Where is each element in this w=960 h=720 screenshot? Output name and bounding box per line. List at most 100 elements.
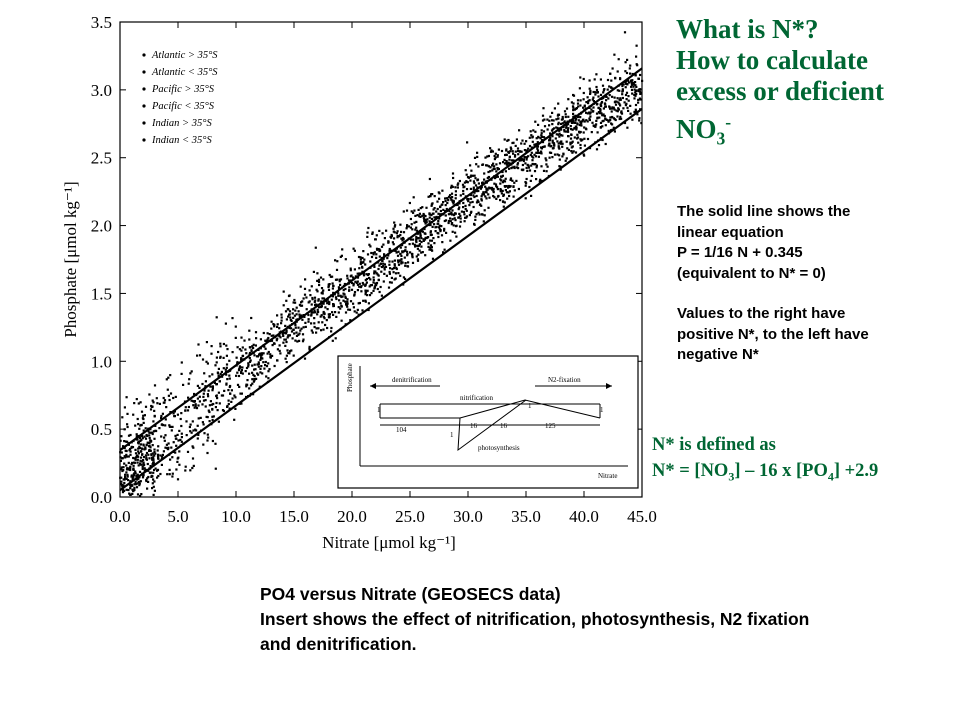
data-point — [362, 299, 365, 302]
data-point — [235, 374, 238, 377]
data-point — [308, 348, 311, 351]
data-point — [431, 193, 434, 196]
data-point — [202, 443, 205, 446]
data-point — [129, 433, 132, 437]
data-point — [366, 231, 369, 234]
data-point — [617, 108, 620, 111]
data-point — [120, 457, 124, 460]
data-point — [120, 468, 123, 471]
data-point — [623, 121, 627, 125]
data-point — [227, 402, 230, 406]
data-point — [632, 83, 635, 86]
legend-label: Atlantic > 35°S — [151, 50, 218, 61]
data-point — [628, 67, 631, 70]
data-point — [483, 178, 486, 181]
data-point — [294, 301, 297, 304]
data-point — [150, 453, 153, 456]
data-point — [139, 463, 142, 466]
data-point — [589, 112, 592, 115]
data-point — [481, 181, 484, 184]
data-point — [341, 295, 344, 298]
data-point — [442, 251, 445, 254]
data-point — [279, 352, 282, 355]
data-point — [430, 203, 433, 206]
data-point — [184, 409, 187, 412]
data-point — [579, 147, 582, 150]
data-point — [119, 451, 122, 454]
data-point — [618, 89, 621, 92]
data-point — [329, 275, 332, 278]
data-point — [440, 203, 443, 206]
data-point — [517, 149, 520, 153]
data-point — [394, 224, 397, 227]
data-point — [334, 296, 338, 299]
data-point — [120, 484, 123, 487]
data-point — [503, 201, 506, 204]
data-point — [370, 251, 373, 255]
data-point — [429, 239, 432, 242]
data-point — [342, 299, 345, 302]
data-point — [327, 283, 330, 286]
data-point — [611, 95, 614, 98]
data-point — [379, 249, 382, 252]
data-point — [132, 413, 135, 416]
data-point — [285, 329, 288, 332]
data-point — [313, 322, 316, 325]
data-point — [359, 261, 362, 264]
data-point — [166, 447, 169, 450]
data-point — [404, 249, 407, 252]
data-point — [400, 262, 403, 265]
data-point — [580, 122, 583, 125]
data-point — [558, 154, 561, 157]
data-point — [137, 440, 140, 443]
legend-marker — [142, 121, 146, 125]
data-point — [454, 225, 458, 228]
data-point — [572, 106, 575, 109]
data-point — [462, 192, 465, 195]
data-point — [579, 104, 582, 107]
data-point — [567, 135, 570, 138]
data-point — [339, 283, 342, 286]
data-point — [595, 73, 598, 76]
data-point — [154, 452, 157, 455]
data-point — [160, 435, 163, 438]
data-point — [153, 451, 156, 454]
data-point — [220, 370, 223, 373]
data-point — [491, 150, 494, 153]
data-point — [558, 129, 561, 132]
data-point — [500, 179, 503, 182]
data-point — [473, 222, 476, 225]
data-point — [148, 436, 151, 440]
data-point — [163, 399, 167, 402]
data-point — [429, 244, 433, 247]
data-point — [276, 314, 279, 317]
data-point — [477, 165, 480, 168]
data-point — [402, 231, 406, 234]
data-point — [368, 285, 371, 288]
data-point — [393, 259, 396, 262]
data-point — [186, 450, 190, 453]
data-point — [601, 84, 605, 87]
data-point — [337, 294, 340, 297]
data-point — [558, 132, 561, 135]
data-point — [125, 455, 129, 458]
data-point — [201, 358, 205, 361]
data-point — [140, 493, 143, 496]
data-point — [405, 227, 408, 230]
data-point — [565, 126, 568, 129]
data-point — [162, 396, 165, 400]
data-point — [492, 189, 495, 192]
data-point — [467, 200, 470, 203]
data-point — [542, 107, 545, 110]
inset-label-125: 125 — [545, 422, 556, 430]
data-point — [318, 306, 321, 309]
data-point — [501, 174, 504, 177]
data-point — [629, 104, 632, 107]
data-point — [633, 97, 636, 100]
data-point — [153, 448, 156, 451]
data-point — [595, 112, 599, 115]
data-point — [592, 90, 595, 94]
data-point — [263, 345, 266, 348]
data-point — [259, 367, 262, 370]
data-point — [252, 346, 255, 350]
